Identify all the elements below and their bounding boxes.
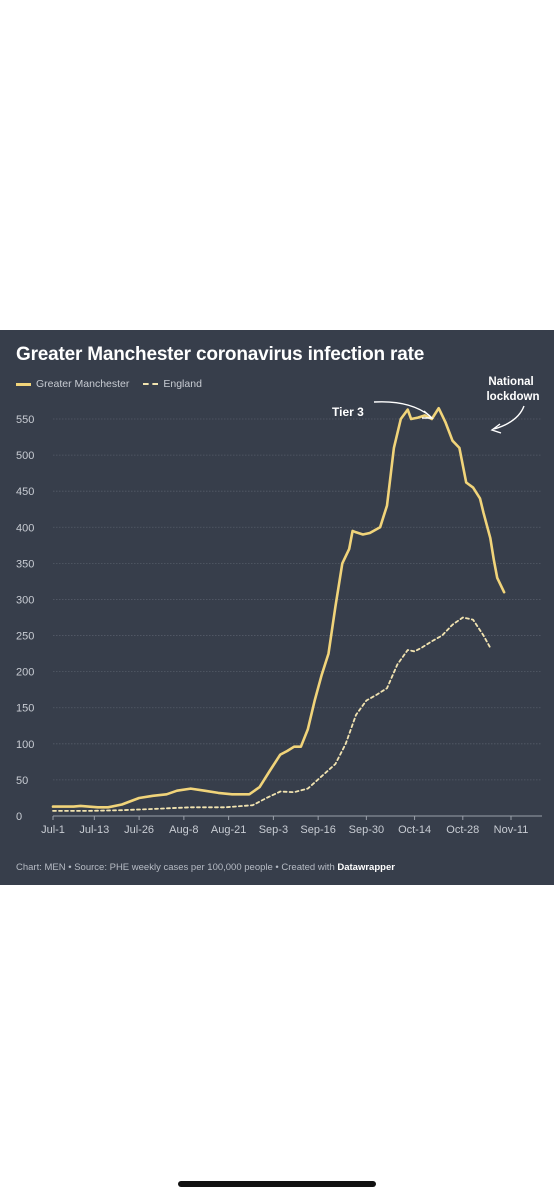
y-tick-label: 350	[16, 558, 34, 570]
x-tick-label: Sep-16	[300, 824, 335, 836]
x-tick-label: Nov-11	[494, 824, 529, 836]
annotation-arrow-tier-3	[373, 401, 431, 417]
x-tick-label: Sep-30	[349, 824, 384, 836]
footer-brand: Datawrapper	[337, 862, 395, 873]
legend-swatch-gm	[16, 382, 31, 386]
x-tick-label: Oct-14	[398, 824, 431, 836]
chart-title: Greater Manchester coronavirus infection…	[16, 344, 425, 365]
x-tick-label: Jul-26	[124, 824, 154, 836]
chart-legend: Greater Manchester England	[16, 378, 202, 390]
home-indicator[interactable]	[178, 1181, 376, 1187]
y-tick-label: 0	[16, 811, 22, 823]
annotation-national: National	[488, 376, 533, 388]
y-tick-label: 150	[16, 703, 34, 715]
y-tick-label: 300	[16, 594, 34, 606]
x-tick-label: Sep-3	[259, 824, 288, 836]
x-tick-label: Aug-8	[169, 824, 198, 836]
y-tick-label: 100	[16, 739, 34, 751]
x-tick-label: Aug-21	[211, 824, 246, 836]
y-tick-label: 450	[16, 486, 34, 498]
y-tick-label: 500	[16, 450, 34, 462]
x-tick-label: Jul-1	[41, 824, 65, 836]
annotation-tier-3: Tier 3	[332, 405, 364, 419]
annotation-arrow-lockdown	[493, 405, 525, 430]
legend-label-england: England	[163, 378, 202, 390]
annotation-arrowhead-lockdown	[490, 423, 502, 434]
x-tick-label: Oct-28	[446, 824, 479, 836]
annotation-lockdown: lockdown	[486, 391, 539, 403]
y-tick-label: 250	[16, 631, 34, 643]
series-line-greater-manchester	[51, 406, 506, 809]
chart-card: Greater Manchester coronavirus infection…	[0, 330, 554, 885]
y-tick-label: 400	[16, 522, 34, 534]
annotation-arrowhead-tier-3	[422, 410, 434, 419]
y-tick-label: 50	[16, 775, 28, 787]
x-tick-label: Jul-13	[79, 824, 109, 836]
legend-swatch-england	[143, 383, 159, 385]
y-tick-label: 550	[16, 414, 34, 426]
y-tick-label: 200	[16, 667, 34, 679]
footer-source: Chart: MEN • Source: PHE weekly cases pe…	[16, 862, 338, 873]
series-line-england	[52, 616, 492, 812]
line-chart: 0 50 100 150 200 250 300 350 400 450 500 550 Jul-1 Ju…	[16, 376, 542, 836]
legend-label-gm: Greater Manchester	[36, 378, 130, 390]
chart-footer: Chart: MEN • Source: PHE weekly cases pe…	[16, 862, 395, 873]
